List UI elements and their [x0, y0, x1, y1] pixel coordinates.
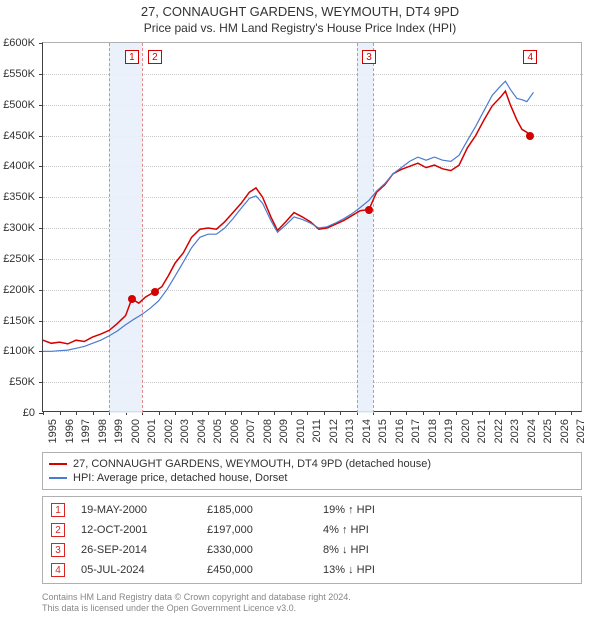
- x-axis-label: 2010: [295, 419, 307, 443]
- sale-row: 4 05-JUL-2024 £450,000 13% ↓ HPI: [51, 563, 573, 577]
- x-axis-label: 2017: [410, 419, 422, 443]
- page-subtitle: Price paid vs. HM Land Registry's House …: [0, 19, 600, 35]
- x-axis-label: 2016: [394, 419, 406, 443]
- x-axis-label: 2018: [427, 419, 439, 443]
- x-axis-label: 2015: [377, 419, 389, 443]
- x-axis-label: 2014: [361, 419, 373, 443]
- sale-dot-4: [526, 132, 534, 140]
- y-axis-label: £100K: [3, 345, 35, 357]
- x-axis-label: 2027: [575, 419, 587, 443]
- series-line-property: [43, 91, 530, 344]
- legend-label: 27, CONNAUGHT GARDENS, WEYMOUTH, DT4 9PD…: [73, 458, 431, 470]
- page-title: 27, CONNAUGHT GARDENS, WEYMOUTH, DT4 9PD: [0, 0, 600, 19]
- y-axis-label: £150K: [3, 315, 35, 327]
- x-axis-label: 1997: [80, 419, 92, 443]
- y-axis-label: £250K: [3, 253, 35, 265]
- x-axis-label: 2013: [344, 419, 356, 443]
- legend-item: 27, CONNAUGHT GARDENS, WEYMOUTH, DT4 9PD…: [49, 457, 575, 471]
- x-axis-label: 1999: [113, 419, 125, 443]
- x-axis-label: 2026: [559, 419, 571, 443]
- y-axis-label: £0: [23, 407, 35, 419]
- delta-arrow-icon: ↓: [342, 544, 348, 556]
- sale-marker-3: 3: [362, 50, 376, 64]
- x-axis-label: 2024: [526, 419, 538, 443]
- legend-item: HPI: Average price, detached house, Dors…: [49, 471, 575, 485]
- y-axis-label: £350K: [3, 191, 35, 203]
- sale-price: £330,000: [207, 544, 307, 556]
- legend-box: 27, CONNAUGHT GARDENS, WEYMOUTH, DT4 9PD…: [42, 452, 582, 490]
- sale-delta: 19% ↑ HPI: [323, 504, 443, 516]
- x-axis-label: 1995: [47, 419, 59, 443]
- sale-row: 3 26-SEP-2014 £330,000 8% ↓ HPI: [51, 543, 573, 557]
- x-axis-label: 2022: [493, 419, 505, 443]
- x-axis-label: 2025: [542, 419, 554, 443]
- sale-price: £197,000: [207, 524, 307, 536]
- legend-label: HPI: Average price, detached house, Dors…: [73, 472, 287, 484]
- x-axis-label: 2003: [179, 419, 191, 443]
- price-chart: £0£50K£100K£150K£200K£250K£300K£350K£400…: [42, 42, 582, 412]
- x-axis-label: 2012: [328, 419, 340, 443]
- sale-row: 1 19-MAY-2000 £185,000 19% ↑ HPI: [51, 503, 573, 517]
- sale-price: £450,000: [207, 564, 307, 576]
- sale-date: 19-MAY-2000: [81, 504, 191, 516]
- x-axis-label: 2021: [476, 419, 488, 443]
- x-axis-label: 2006: [229, 419, 241, 443]
- sale-dot-3: [365, 206, 373, 214]
- delta-arrow-icon: ↓: [348, 564, 354, 576]
- legend-swatch: [49, 477, 67, 479]
- x-axis-label: 2001: [146, 419, 158, 443]
- x-axis-label: 1996: [64, 419, 76, 443]
- sale-date: 12-OCT-2001: [81, 524, 191, 536]
- sale-row-marker: 3: [51, 543, 65, 557]
- sale-date: 05-JUL-2024: [81, 564, 191, 576]
- y-axis-label: £550K: [3, 68, 35, 80]
- y-axis-label: £450K: [3, 130, 35, 142]
- x-axis-label: 2019: [443, 419, 455, 443]
- series-line-hpi: [43, 81, 534, 351]
- sale-date: 26-SEP-2014: [81, 544, 191, 556]
- x-axis-label: 2004: [196, 419, 208, 443]
- sale-marker-4: 4: [523, 50, 537, 64]
- x-axis-label: 2008: [262, 419, 274, 443]
- x-axis-label: 2000: [130, 419, 142, 443]
- sale-delta: 8% ↓ HPI: [323, 544, 443, 556]
- x-axis-label: 2009: [278, 419, 290, 443]
- x-axis-label: 2007: [245, 419, 257, 443]
- x-axis-label: 2020: [460, 419, 472, 443]
- sale-marker-1: 1: [125, 50, 139, 64]
- sale-delta: 13% ↓ HPI: [323, 564, 443, 576]
- delta-arrow-icon: ↑: [342, 524, 348, 536]
- y-axis-label: £400K: [3, 160, 35, 172]
- footer-line: This data is licensed under the Open Gov…: [42, 603, 351, 614]
- sale-row-marker: 2: [51, 523, 65, 537]
- sale-row-marker: 1: [51, 503, 65, 517]
- x-axis-label: 1998: [97, 419, 109, 443]
- sale-price: £185,000: [207, 504, 307, 516]
- delta-arrow-icon: ↑: [348, 504, 354, 516]
- footer-line: Contains HM Land Registry data © Crown c…: [42, 592, 351, 603]
- x-axis-label: 2002: [163, 419, 175, 443]
- y-axis-label: £300K: [3, 222, 35, 234]
- y-axis-label: £50K: [9, 376, 35, 388]
- legend-swatch: [49, 463, 67, 465]
- sale-delta: 4% ↑ HPI: [323, 524, 443, 536]
- sale-marker-2: 2: [148, 50, 162, 64]
- sales-table: 1 19-MAY-2000 £185,000 19% ↑ HPI 2 12-OCT-200…: [42, 496, 582, 584]
- x-axis-label: 2011: [311, 419, 323, 443]
- y-axis-label: £200K: [3, 284, 35, 296]
- sale-dot-1: [128, 295, 136, 303]
- footer-attribution: Contains HM Land Registry data © Crown c…: [42, 592, 351, 615]
- sale-row-marker: 4: [51, 563, 65, 577]
- y-axis-label: £500K: [3, 99, 35, 111]
- y-axis-label: £600K: [3, 37, 35, 49]
- sale-row: 2 12-OCT-2001 £197,000 4% ↑ HPI: [51, 523, 573, 537]
- x-axis-label: 2005: [212, 419, 224, 443]
- x-axis-label: 2023: [509, 419, 521, 443]
- sale-dot-2: [151, 288, 159, 296]
